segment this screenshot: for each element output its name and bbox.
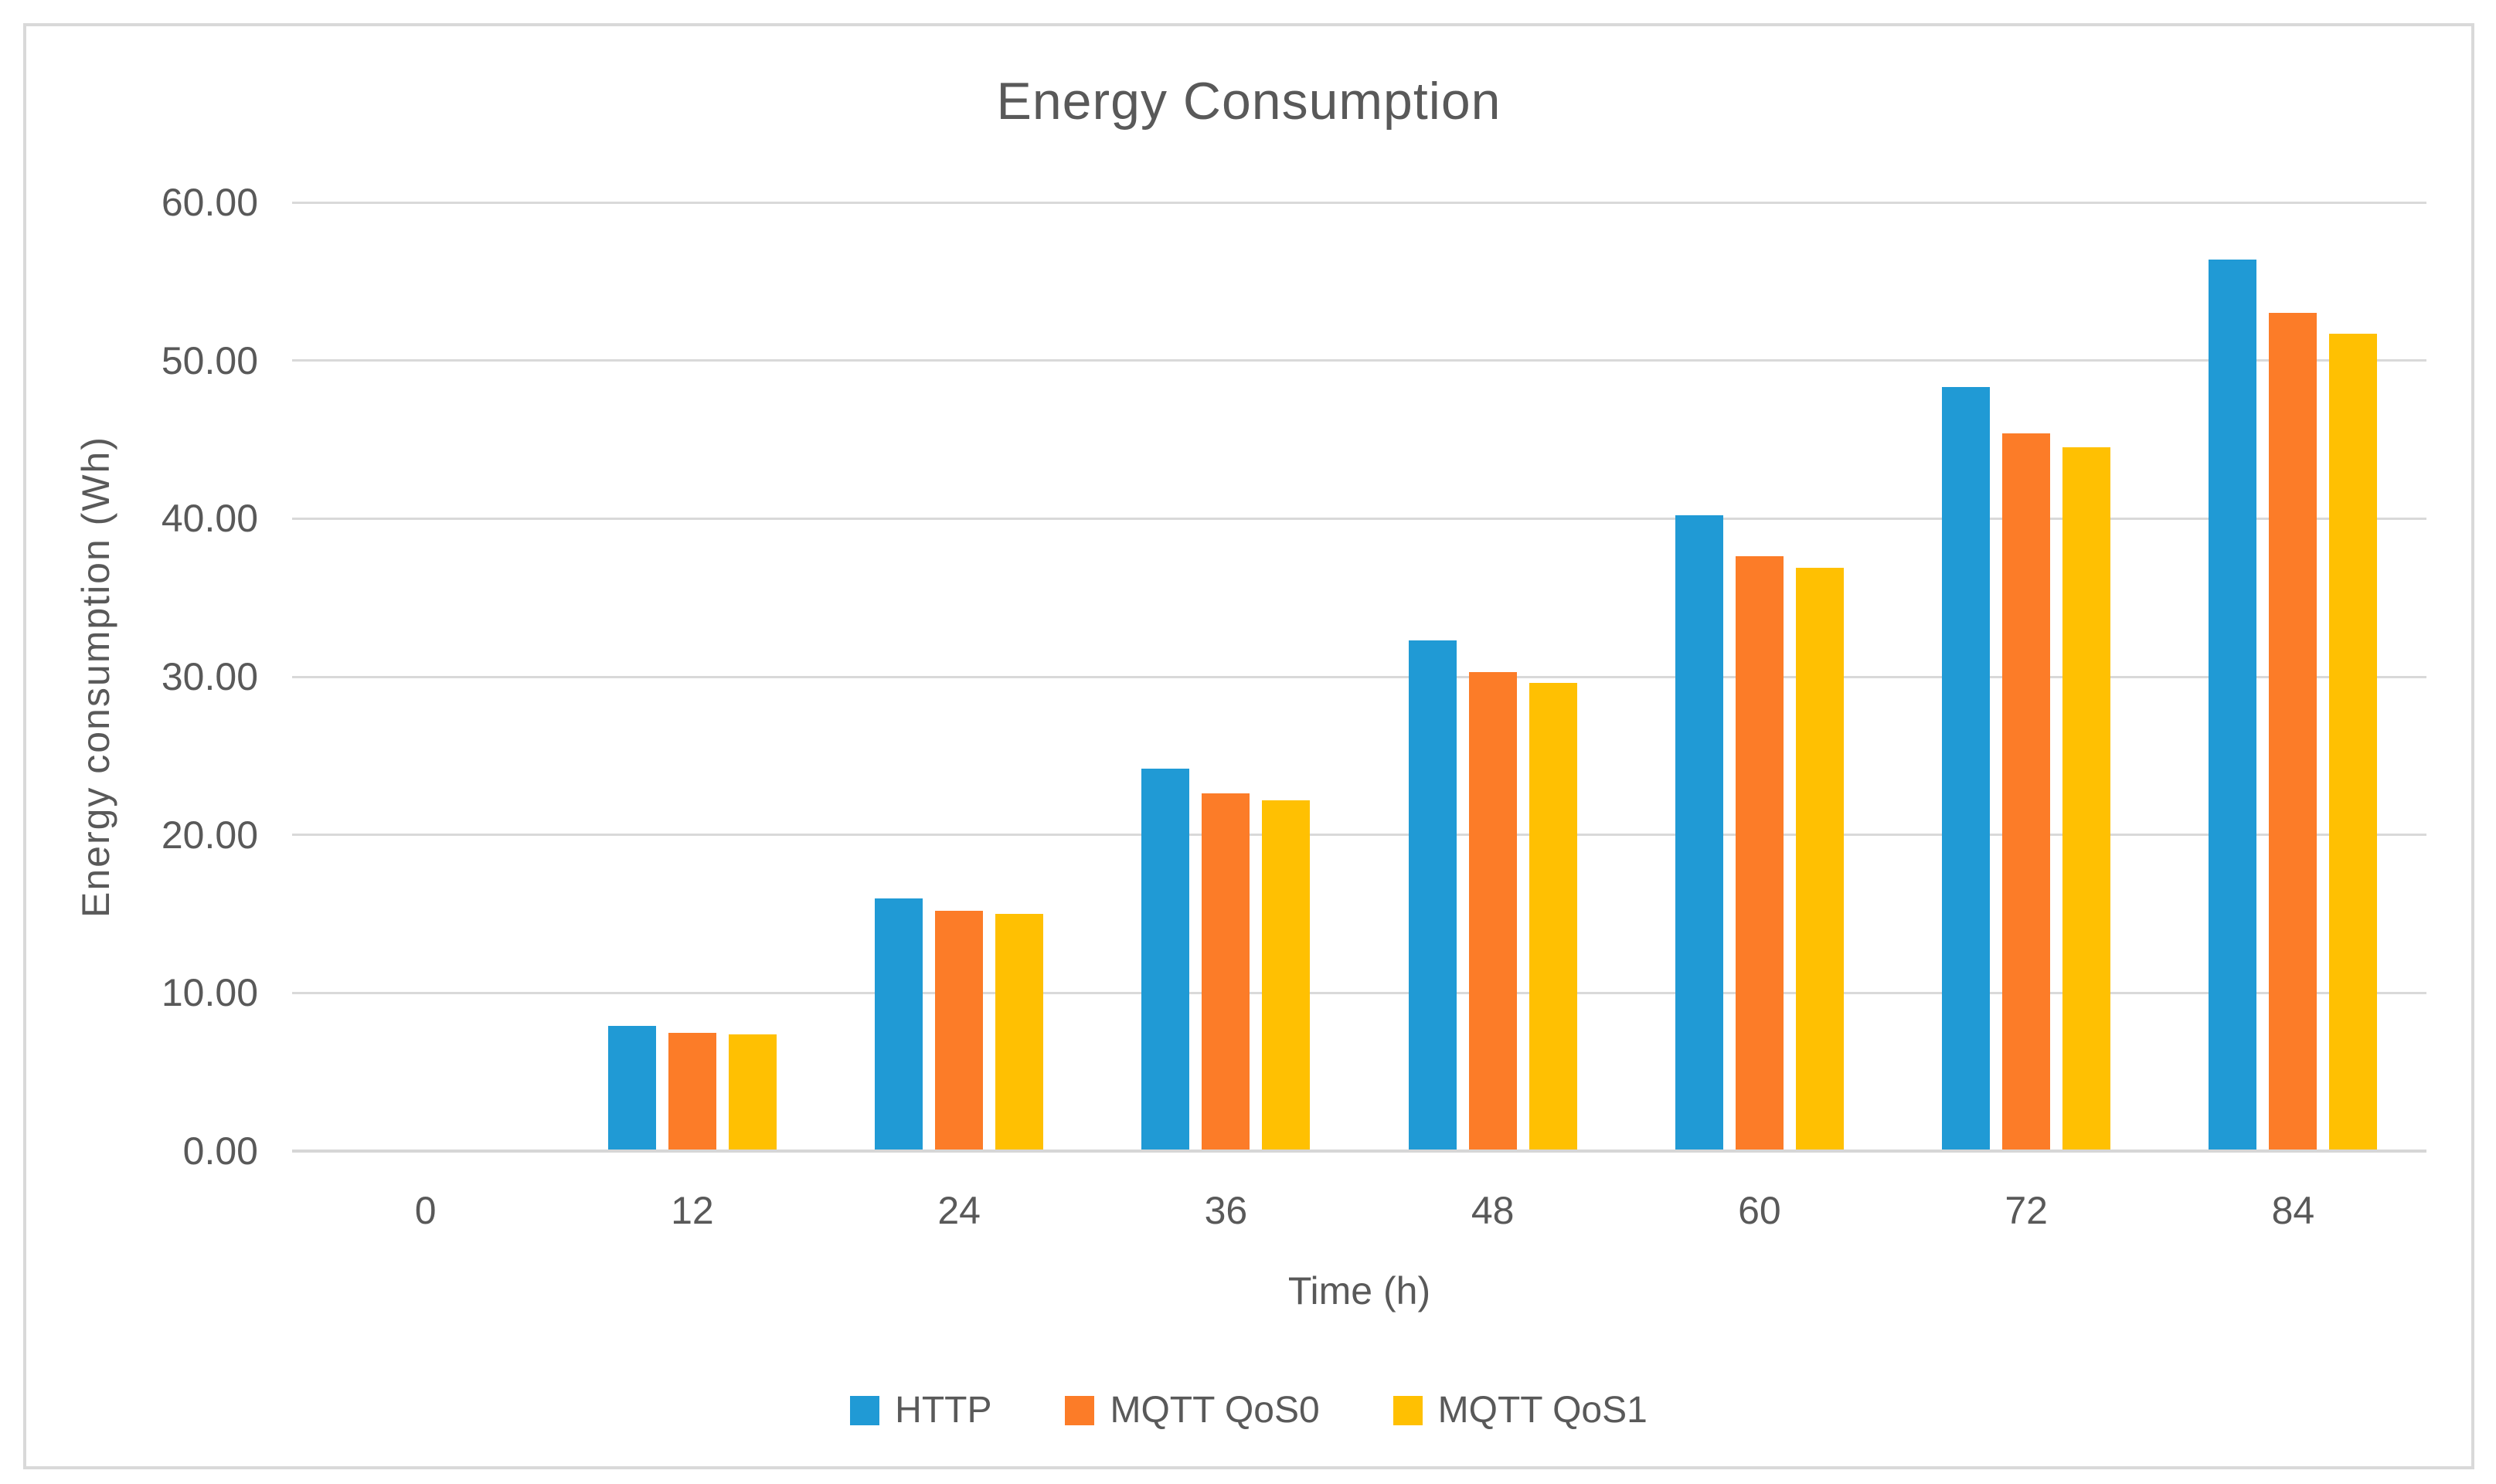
gridline-40 <box>292 517 2426 520</box>
legend-item-MQTT-QoS0: MQTT QoS0 <box>1065 1390 1320 1431</box>
x-axis-line <box>292 1150 2426 1153</box>
bar-group-24 <box>826 202 1093 1151</box>
x-tick-72: 72 <box>2005 1189 2048 1232</box>
legend-swatch-icon <box>850 1396 880 1425</box>
y-tick-50.00: 50.00 <box>161 338 258 382</box>
bar-HTTP-84 <box>2209 259 2257 1151</box>
x-tick-36: 36 <box>1204 1189 1248 1232</box>
bar-group-48 <box>1359 202 1626 1151</box>
x-tick-60: 60 <box>1738 1189 1781 1232</box>
gridline-50 <box>292 359 2426 362</box>
bar-MQTT-QoS1-84 <box>2329 333 2378 1151</box>
x-axis-title: Time (h) <box>1287 1269 1431 1313</box>
bar-group-84 <box>2160 202 2426 1151</box>
x-tick-84: 84 <box>2271 1189 2315 1232</box>
y-tick-60.00: 60.00 <box>161 181 258 224</box>
bar-MQTT-QoS0-24 <box>935 910 984 1151</box>
bar-HTTP-36 <box>1141 768 1190 1151</box>
legend-label: MQTT QoS1 <box>1437 1390 1648 1431</box>
bar-MQTT-QoS1-60 <box>1795 567 1844 1151</box>
bar-MQTT-QoS0-60 <box>1735 556 1784 1151</box>
legend-swatch-icon <box>1393 1396 1423 1425</box>
y-tick-0.00: 0.00 <box>182 1129 258 1173</box>
x-tick-24: 24 <box>937 1189 981 1232</box>
legend-item-HTTP: HTTP <box>850 1392 991 1429</box>
legend: HTTP MQTT QoS0 MQTT QoS1 <box>26 1392 2471 1429</box>
y-tick-10.00: 10.00 <box>161 971 258 1015</box>
bar-MQTT-QoS1-48 <box>1529 683 1577 1151</box>
plot-area <box>292 201 2426 1153</box>
bar-MQTT-QoS1-24 <box>995 914 1044 1151</box>
legend-label: MQTT QoS0 <box>1110 1390 1320 1431</box>
bar-group-36 <box>1093 202 1359 1151</box>
bar-MQTT-QoS0-72 <box>2002 433 2051 1151</box>
legend-item-MQTT-QoS1: MQTT QoS1 <box>1393 1392 1648 1429</box>
bar-MQTT-QoS1-72 <box>2062 447 2111 1151</box>
bar-group-0 <box>292 202 559 1151</box>
bar-group-12 <box>559 202 825 1151</box>
chart-frame: Energy Consumption Energy consumption (W… <box>23 23 2474 1469</box>
y-tick-40.00: 40.00 <box>161 497 258 541</box>
bar-HTTP-48 <box>1408 640 1457 1151</box>
y-tick-20.00: 20.00 <box>161 813 258 857</box>
bar-MQTT-QoS0-84 <box>2269 313 2317 1151</box>
legend-label: HTTP <box>895 1390 992 1431</box>
bar-group-72 <box>1893 202 2160 1151</box>
bar-MQTT-QoS0-36 <box>1202 793 1250 1151</box>
bar-MQTT-QoS0-12 <box>668 1032 716 1151</box>
x-tick-48: 48 <box>1471 1189 1515 1232</box>
bar-group-60 <box>1626 202 1892 1151</box>
x-tick-12: 12 <box>671 1189 714 1232</box>
gridline-30 <box>292 675 2426 678</box>
bar-HTTP-72 <box>1942 387 1991 1151</box>
bar-MQTT-QoS0-48 <box>1468 671 1517 1151</box>
gridline-20 <box>292 834 2426 837</box>
x-tick-0: 0 <box>414 1189 437 1232</box>
bar-MQTT-QoS1-36 <box>1262 800 1311 1151</box>
gridline-10 <box>292 991 2426 994</box>
bar-HTTP-12 <box>607 1026 656 1151</box>
legend-swatch-icon <box>1065 1396 1095 1425</box>
bar-MQTT-QoS1-12 <box>728 1034 777 1151</box>
bar-HTTP-24 <box>875 898 923 1151</box>
gridline-60 <box>292 201 2426 204</box>
bar-HTTP-60 <box>1675 515 1723 1151</box>
y-tick-30.00: 30.00 <box>161 655 258 698</box>
chart-title: Energy Consumption <box>996 72 1501 131</box>
